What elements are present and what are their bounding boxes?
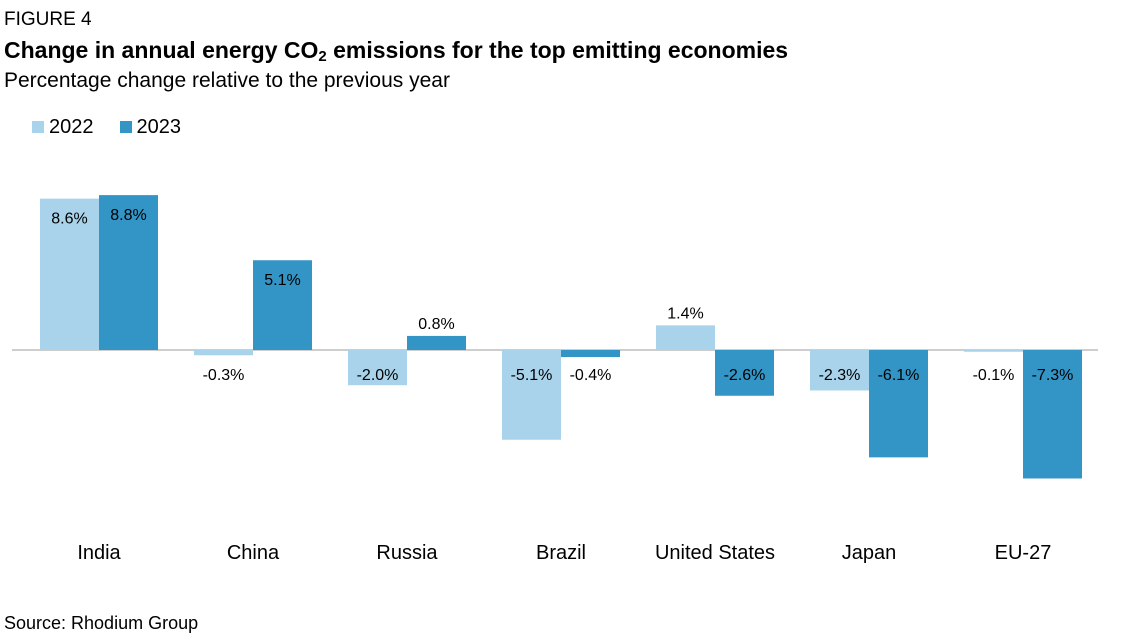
figure-label: FIGURE 4: [4, 9, 92, 30]
data-label-eu-27-2022: -0.1%: [973, 367, 1015, 384]
data-label-india-2023: 8.8%: [110, 207, 146, 224]
legend-swatch-2022: [32, 121, 44, 133]
bar-united-states-2023: [715, 350, 774, 396]
bar-russia-2023: [407, 335, 466, 350]
data-label-brazil-2023: -0.4%: [570, 367, 612, 384]
category-label-india: India: [77, 542, 121, 564]
legend-label-2022: 2022: [49, 116, 94, 138]
data-label-united-states-2023: -2.6%: [724, 367, 766, 384]
category-label-united-states: United States: [655, 542, 775, 564]
chart-title-subscript: 2: [318, 48, 327, 65]
bar-japan-2023: [869, 350, 928, 458]
data-label-china-2023: 5.1%: [264, 272, 300, 289]
chart-title: Change in annual energy CO2 emissions fo…: [4, 36, 788, 68]
bar-united-states-2022: [656, 325, 715, 350]
bar-brazil-2023: [561, 350, 620, 358]
data-label-russia-2022: -2.0%: [357, 367, 399, 384]
bar-china-2022: [194, 350, 253, 356]
bar-eu-27-2022: [964, 350, 1023, 352]
data-label-japan-2022: -2.3%: [819, 367, 861, 384]
category-label-brazil: Brazil: [536, 542, 586, 564]
category-label-russia: Russia: [376, 542, 438, 564]
chart-title-main: Change in annual energy CO: [4, 37, 319, 63]
bar-brazil-2022: [502, 350, 561, 440]
legend-label-2023: 2023: [136, 116, 182, 138]
bar-china-2023: [253, 260, 312, 350]
chart-subtitle: Percentage change relative to the previo…: [4, 69, 450, 92]
data-label-japan-2023: -6.1%: [878, 367, 920, 384]
category-label-eu-27: EU-27: [995, 542, 1052, 564]
bar-eu-27-2023: [1023, 350, 1082, 479]
bar-india-2022: [40, 198, 99, 350]
chart-title-end: emissions for the top emitting economies: [326, 37, 789, 63]
data-label-india-2022: 8.6%: [51, 211, 87, 228]
bar-japan-2022: [810, 350, 869, 391]
data-label-china-2022: -0.3%: [203, 367, 245, 384]
data-label-brazil-2022: -5.1%: [511, 367, 553, 384]
data-label-eu-27-2023: -7.3%: [1032, 367, 1074, 384]
category-label-china: China: [227, 542, 280, 564]
data-label-united-states-2022: 1.4%: [667, 305, 703, 322]
category-label-japan: Japan: [842, 542, 897, 564]
bar-russia-2022: [348, 350, 407, 386]
source-note: Source: Rhodium Group: [4, 613, 199, 633]
legend-item-2023: 2023: [119, 115, 182, 139]
data-label-russia-2023: 0.8%: [418, 316, 454, 333]
legend: 2022 2023: [32, 115, 207, 139]
legend-item-2022: 2022: [32, 115, 94, 139]
bar-india-2023: [99, 195, 158, 350]
legend-swatch-2023: [119, 121, 132, 133]
